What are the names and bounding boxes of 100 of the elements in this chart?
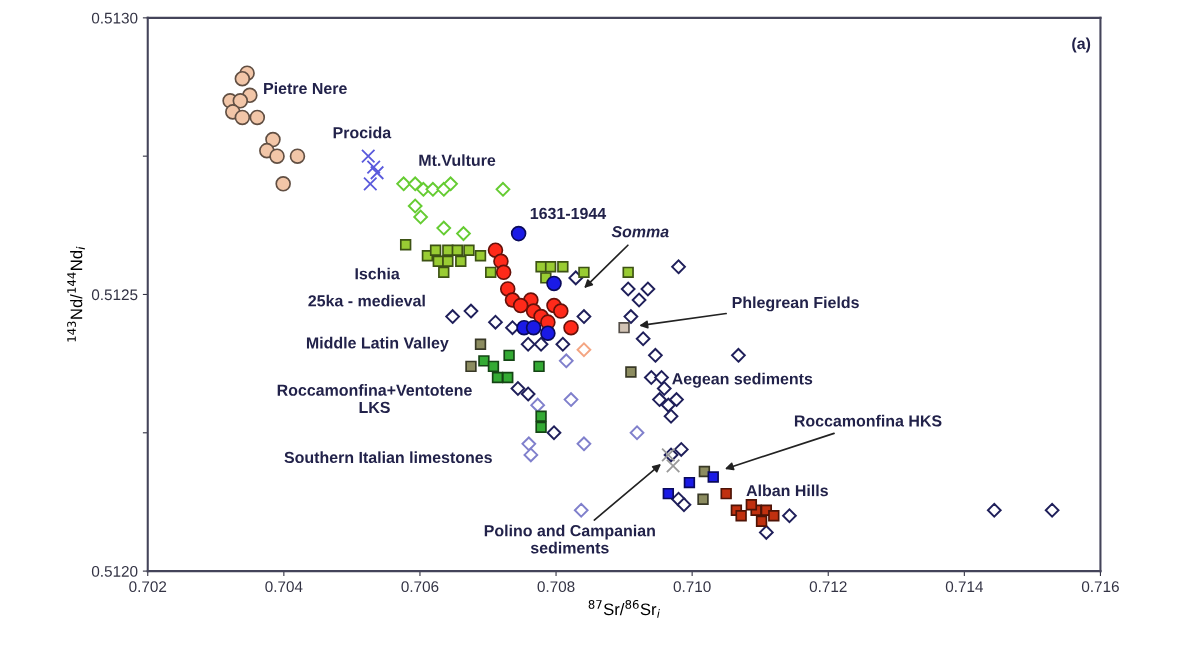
- x-tick-label: 0.708: [537, 581, 575, 593]
- point: [662, 487, 675, 500]
- annotation: Roccamonfina HKS: [794, 414, 942, 427]
- annotation: Pietre Nere: [264, 82, 347, 95]
- point: [576, 342, 592, 358]
- annotation: Ischia: [355, 267, 400, 280]
- point: [540, 325, 556, 341]
- point: [525, 319, 542, 336]
- point: [249, 109, 266, 126]
- point: [629, 425, 645, 441]
- point: [425, 182, 441, 197]
- point: [671, 259, 686, 275]
- point: [232, 93, 249, 109]
- y-tick-label: 0.5125: [91, 289, 138, 301]
- point: [707, 471, 719, 483]
- point: [478, 355, 490, 367]
- x-tick-label: 0.712: [809, 581, 847, 593]
- point: [546, 425, 562, 441]
- point: [510, 381, 526, 396]
- point: [366, 160, 381, 175]
- point: [622, 266, 634, 279]
- point: [521, 436, 537, 452]
- y-axis-title: $^{143}$Nd/$^{144}$Nd$_{i}$: [67, 246, 85, 342]
- point: [442, 255, 454, 267]
- point: [533, 336, 549, 352]
- annotation: 25ka - medieval: [308, 294, 425, 307]
- annotation: Aegean sediments: [672, 372, 813, 388]
- annotation: Middle Latin Valley: [306, 336, 449, 352]
- point: [495, 182, 511, 197]
- point: [234, 70, 251, 87]
- point: [289, 148, 306, 164]
- annotation: Polino and Campanian sediments: [484, 524, 655, 554]
- point: [413, 209, 428, 225]
- point: [456, 226, 471, 241]
- point: [523, 447, 539, 463]
- point: [275, 176, 291, 192]
- point: [697, 493, 709, 505]
- annotation: Roccamonfina+Ventotene LKS: [277, 384, 472, 414]
- point: [363, 176, 378, 191]
- x-tick-label: 0.704: [265, 581, 303, 593]
- point: [618, 321, 630, 334]
- annotation: Phlegrean Fields: [732, 296, 859, 312]
- point: [495, 264, 512, 281]
- point: [578, 266, 590, 279]
- point: [535, 410, 547, 422]
- point: [465, 360, 477, 373]
- point: [758, 525, 774, 540]
- x-axis-title: $^{87}$Sr/$^{86}$Sr$_{i}$: [588, 600, 660, 618]
- point: [676, 497, 692, 513]
- point: [544, 261, 557, 273]
- point: [660, 397, 676, 413]
- x-tick-label: 0.716: [1081, 581, 1119, 593]
- point: [576, 309, 592, 324]
- point: [503, 349, 515, 362]
- point: [399, 238, 412, 251]
- point: [745, 499, 758, 511]
- x-tick-label: 0.714: [945, 581, 984, 593]
- point: [407, 176, 423, 192]
- point: [533, 360, 545, 373]
- point: [623, 309, 639, 324]
- point: [735, 510, 747, 522]
- point: [474, 338, 487, 350]
- point: [986, 502, 1002, 518]
- point: [520, 386, 536, 402]
- point: [573, 502, 589, 518]
- point: [1044, 502, 1060, 518]
- point: [463, 303, 479, 319]
- point: [234, 109, 251, 126]
- point: [755, 515, 768, 528]
- point: [512, 297, 529, 314]
- annotation: (a): [1072, 37, 1091, 53]
- point: [407, 198, 423, 214]
- x-tick-label: 0.702: [129, 581, 167, 593]
- point: [520, 336, 536, 352]
- point: [369, 165, 385, 180]
- point: [665, 458, 681, 474]
- point: [474, 250, 487, 262]
- point: [620, 281, 636, 297]
- point: [455, 255, 467, 267]
- point: [768, 510, 780, 522]
- point: [625, 366, 637, 378]
- x-tick-label: 0.706: [401, 581, 439, 593]
- y-tick-label: 0.5130: [91, 12, 138, 24]
- point: [487, 360, 500, 373]
- point: [654, 370, 669, 385]
- point: [530, 397, 546, 413]
- point: [361, 149, 376, 164]
- annotation: Somma: [611, 226, 669, 238]
- point: [488, 314, 503, 330]
- point: [557, 261, 569, 273]
- point: [720, 487, 732, 500]
- point: [269, 148, 285, 164]
- point: [535, 261, 547, 273]
- annotation: 1631-1944: [530, 207, 607, 220]
- point: [443, 176, 458, 192]
- point: [546, 275, 562, 292]
- point: [463, 244, 475, 256]
- point: [669, 392, 684, 407]
- point: [635, 331, 651, 347]
- point: [438, 266, 450, 279]
